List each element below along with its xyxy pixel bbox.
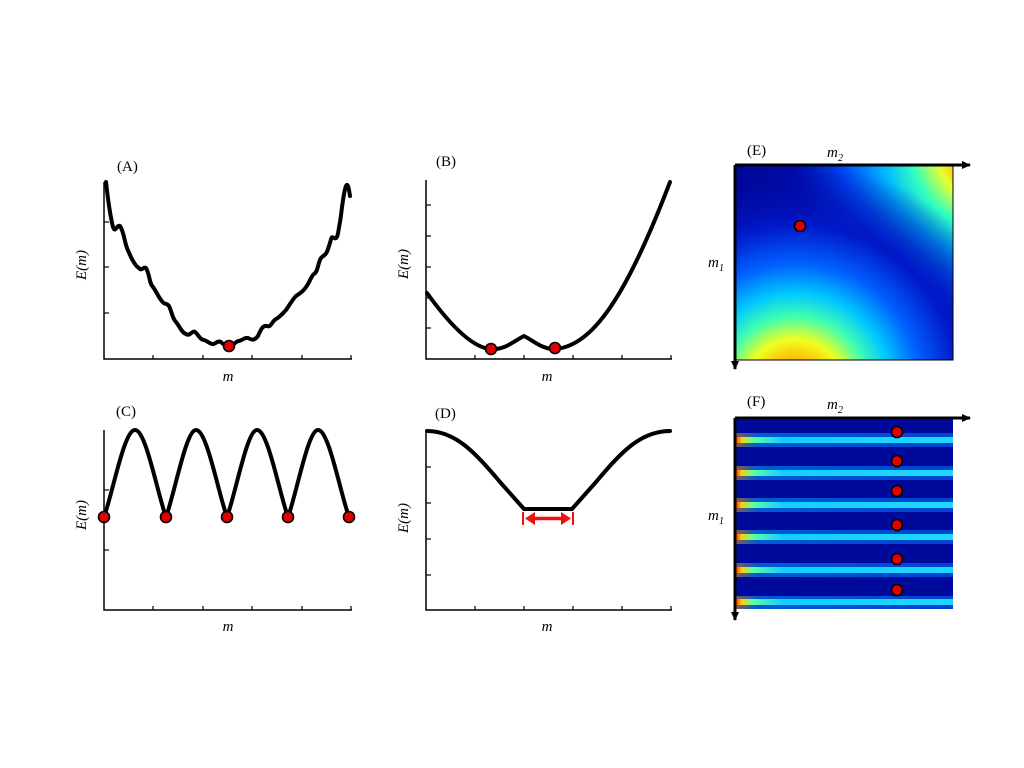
- panel-c-periodic-curve: [102, 428, 351, 519]
- panel-a-label: (A): [117, 159, 138, 175]
- panel-c-minimum-2: [159, 510, 173, 524]
- panel-f: (F) m 2 m 1: [708, 394, 971, 621]
- panel-d: (D) E(m) m: [396, 406, 672, 635]
- svg-text:2: 2: [838, 153, 843, 164]
- panel-c-ticks: [104, 489, 352, 610]
- svg-text:1: 1: [719, 516, 724, 527]
- panel-e-energy-surface: [734, 165, 954, 361]
- panel-a-ylabel: E(m): [74, 250, 90, 281]
- panel-e-y-axis-label: m 1: [708, 255, 724, 274]
- panel-b: (B) E(m) m: [396, 154, 672, 385]
- panel-d-flat-interval-arrow: [522, 512, 574, 525]
- panel-d-ylabel: E(m): [396, 503, 412, 534]
- panel-b-double-well-curve: [425, 180, 672, 352]
- panel-b-ylabel: E(m): [396, 249, 412, 280]
- svg-text:m: m: [708, 255, 719, 271]
- panel-b-xlabel: m: [542, 369, 553, 385]
- panel-f-minimum-3: [890, 484, 904, 498]
- panel-f-minimum-4: [890, 518, 904, 532]
- panel-f-x-axis-label: m 2: [827, 397, 843, 416]
- panel-f-stripes: [735, 433, 953, 609]
- svg-text:m: m: [827, 145, 838, 161]
- panel-f-y-axis-label: m 1: [708, 508, 724, 527]
- panel-e-minimum: [793, 219, 807, 233]
- panel-f-energy-surface: [735, 419, 953, 609]
- panel-a-axes: [103, 182, 352, 360]
- panel-f-minimum-6: [890, 583, 904, 597]
- panel-d-xlabel: m: [542, 619, 553, 635]
- panel-d-axes: [425, 430, 672, 611]
- panel-c-minimum-1: [97, 510, 111, 524]
- panel-d-label: (D): [435, 406, 456, 422]
- panel-c-xlabel: m: [223, 619, 234, 635]
- panel-b-minimum-2: [548, 341, 562, 355]
- panel-f-minimum-1: [890, 425, 904, 439]
- panel-a: (A) E(m) m: [74, 159, 352, 385]
- svg-text:m: m: [827, 397, 838, 413]
- panel-f-minimum-5: [890, 552, 904, 566]
- panel-a-xlabel: m: [223, 369, 234, 385]
- panel-d-ticks: [426, 466, 672, 610]
- panel-c-ylabel: E(m): [74, 500, 90, 531]
- panel-c-minimum-4: [281, 510, 295, 524]
- panel-a-rugged-curve: [104, 180, 352, 349]
- svg-text:m: m: [708, 508, 719, 524]
- panel-b-label: (B): [436, 154, 456, 170]
- panel-e: (E) m 2 m 1: [708, 143, 971, 370]
- panel-e-x-axis-label: m 2: [827, 145, 843, 164]
- panel-c-minimum-5: [342, 510, 356, 524]
- panel-c-label: (C): [116, 404, 136, 420]
- panel-f-label: (F): [747, 394, 765, 410]
- panel-e-label: (E): [747, 143, 766, 159]
- svg-text:1: 1: [719, 263, 724, 274]
- panel-a-global-minimum: [222, 339, 236, 353]
- panel-f-minimum-2: [890, 454, 904, 468]
- panel-d-flat-minimum-curve: [425, 429, 672, 511]
- panel-a-ticks: [104, 221, 352, 359]
- panel-c: (C) E(m) m: [74, 404, 356, 635]
- panel-b-minimum-1: [484, 342, 498, 356]
- svg-text:2: 2: [838, 405, 843, 416]
- panel-b-axes: [425, 180, 672, 360]
- panel-c-minimum-3: [220, 510, 234, 524]
